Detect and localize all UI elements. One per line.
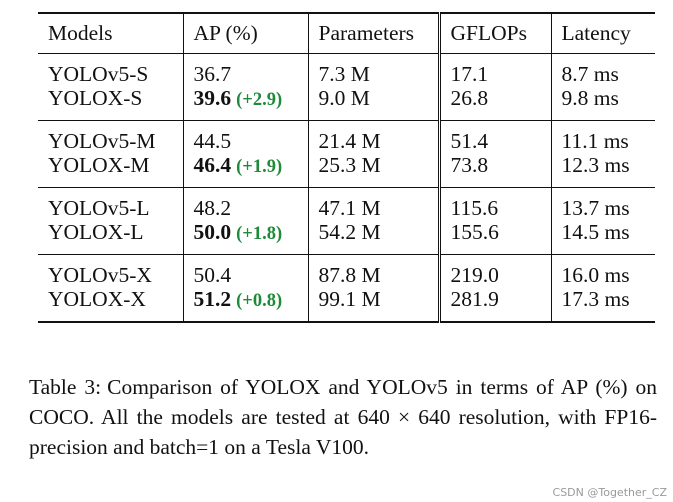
- cell-gflops: 26.8: [437, 87, 551, 121]
- cell-model: YOLOX-L: [48, 220, 144, 245]
- cell-gflops: 73.8: [437, 154, 551, 188]
- cell-model: YOLOv5-L: [48, 196, 150, 221]
- table-row: YOLOX-M 46.4 (+1.9) 25.3 M 73.8 12.3 ms: [38, 154, 655, 188]
- cell-ap: 39.6 (+2.9): [182, 86, 308, 121]
- ap-value: 39.6: [193, 86, 232, 111]
- cell-latency: 8.7 ms: [550, 53, 655, 87]
- cell-parameters: 21.4 M: [307, 120, 439, 154]
- cell-gflops: 17.1: [437, 53, 551, 87]
- table-row: YOLOX-X 51.2 (+0.8) 99.1 M 281.9 17.3 ms: [38, 288, 655, 322]
- cell-ap: 36.7: [182, 53, 308, 87]
- cell-model: YOLOv5-X: [48, 263, 152, 288]
- ap-gain: (+1.9): [236, 157, 283, 178]
- caption-text: Comparison of YOLOX and YOLOv5 in terms …: [29, 375, 657, 459]
- cell-latency: 12.3 ms: [550, 154, 655, 188]
- cell-ap: 48.2: [182, 187, 308, 221]
- ap-gain: (+2.9): [236, 90, 283, 111]
- caption-label: Table 3:: [29, 375, 102, 399]
- table-row: YOLOX-L 50.0 (+1.8) 54.2 M 155.6 14.5 ms: [38, 221, 655, 255]
- cell-latency: 11.1 ms: [550, 120, 655, 154]
- cell-model: YOLOX-S: [48, 86, 143, 111]
- cell-latency: 13.7 ms: [550, 187, 655, 221]
- cell-gflops: 219.0: [437, 254, 551, 288]
- watermark: CSDN @Together_CZ: [552, 486, 667, 499]
- header-models: Models: [48, 20, 113, 45]
- ap-gain: (+0.8): [236, 291, 283, 312]
- cell-gflops: 115.6: [437, 187, 551, 221]
- ap-value: 44.5: [193, 129, 232, 154]
- cell-parameters: 87.8 M: [307, 254, 439, 288]
- cell-ap: 50.4: [182, 254, 308, 288]
- cell-latency: 16.0 ms: [550, 254, 655, 288]
- table-row: YOLOv5-L 48.2 47.1 M 115.6 13.7 ms: [38, 187, 655, 221]
- table-row: YOLOv5-M 44.5 21.4 M 51.4 11.1 ms: [38, 120, 655, 154]
- ap-value: 50.4: [193, 263, 232, 288]
- ap-value: 51.2: [193, 287, 232, 312]
- cell-model: YOLOv5-M: [48, 129, 156, 154]
- cell-model: YOLOv5-S: [48, 62, 149, 87]
- table-caption: Table 3: Comparison of YOLOX and YOLOv5 i…: [29, 372, 657, 462]
- cell-parameters: 54.2 M: [307, 221, 439, 255]
- table-header-row: Models AP (%) Parameters GFLOPs Latency: [38, 13, 655, 54]
- cell-parameters: 25.3 M: [307, 154, 439, 188]
- cell-latency: 9.8 ms: [550, 87, 655, 121]
- cell-model: YOLOX-X: [48, 287, 146, 312]
- ap-value: 36.7: [193, 62, 232, 87]
- table-body: YOLOv5-S 36.7 7.3 M 17.1 8.7 ms YOLOX-S 39.6 (+…: [38, 53, 655, 322]
- ap-value: 50.0: [193, 220, 232, 245]
- cell-gflops: 51.4: [437, 120, 551, 154]
- cell-ap: 51.2 (+0.8): [182, 287, 308, 322]
- cell-latency: 14.5 ms: [550, 221, 655, 255]
- cell-parameters: 47.1 M: [307, 187, 439, 221]
- cell-gflops: 281.9: [437, 288, 551, 322]
- results-table-container: Models AP (%) Parameters GFLOPs Latency …: [38, 12, 655, 323]
- table-row: YOLOX-S 39.6 (+2.9) 9.0 M 26.8 9.8 ms: [38, 87, 655, 121]
- cell-ap: 50.0 (+1.8): [182, 220, 308, 255]
- header-ap: AP (%): [182, 13, 308, 54]
- cell-gflops: 155.6: [437, 221, 551, 255]
- cell-parameters: 9.0 M: [307, 87, 439, 121]
- ap-gain: (+1.8): [236, 224, 283, 245]
- table-row: YOLOv5-X 50.4 87.8 M 219.0 16.0 ms: [38, 254, 655, 288]
- cell-ap: 46.4 (+1.9): [182, 153, 308, 188]
- cell-parameters: 7.3 M: [307, 53, 439, 87]
- cell-model: YOLOX-M: [48, 153, 150, 178]
- cell-parameters: 99.1 M: [307, 288, 439, 322]
- table-row: YOLOv5-S 36.7 7.3 M 17.1 8.7 ms: [38, 53, 655, 87]
- cell-latency: 17.3 ms: [550, 288, 655, 322]
- header-latency: Latency: [550, 13, 655, 54]
- cell-ap: 44.5: [182, 120, 308, 154]
- ap-value: 46.4: [193, 153, 232, 178]
- yolox-comparison-table: Models AP (%) Parameters GFLOPs Latency …: [38, 12, 655, 323]
- header-gflops: GFLOPs: [437, 13, 551, 54]
- ap-value: 48.2: [193, 196, 232, 221]
- header-parameters: Parameters: [307, 13, 439, 54]
